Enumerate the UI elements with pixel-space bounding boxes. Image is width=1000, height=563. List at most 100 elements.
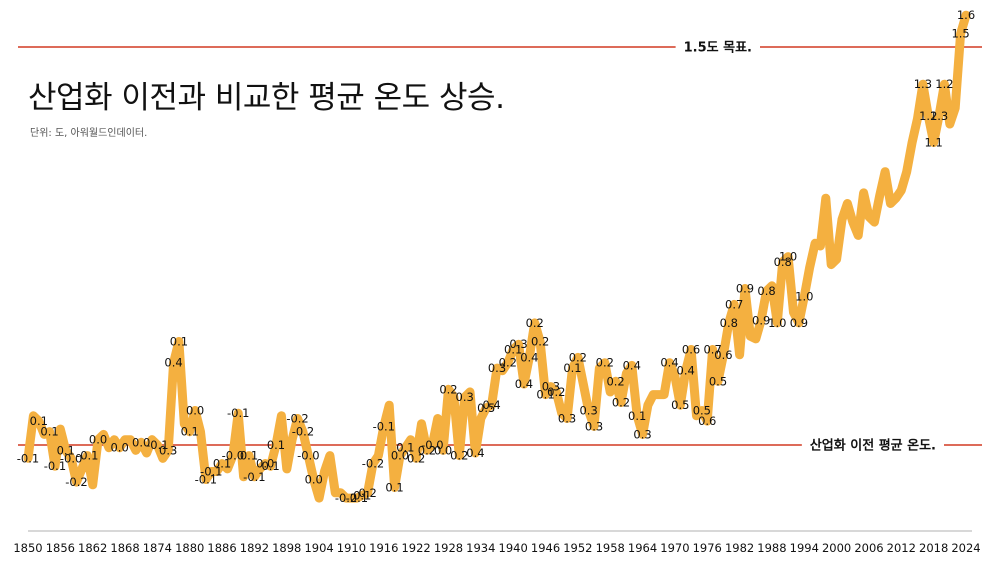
x-tick-label: 1976 xyxy=(693,541,722,555)
data-label: 0.2 xyxy=(612,396,630,410)
data-label: 0.8 xyxy=(720,316,738,330)
x-tick-label: 1916 xyxy=(369,541,398,555)
data-label: -0.1 xyxy=(227,406,249,420)
data-label: 1.3 xyxy=(914,77,932,91)
reference-label: 산업화 이전 평균 온도. xyxy=(810,438,936,454)
data-label: 0.4 xyxy=(164,356,182,370)
data-label: 0.1 xyxy=(40,425,58,439)
data-label: 1.2 xyxy=(935,77,953,91)
data-label: 0.7 xyxy=(703,342,721,356)
data-label: -0.1 xyxy=(346,491,368,505)
data-label: 0.1 xyxy=(504,342,522,356)
x-tick-label: 1868 xyxy=(110,541,139,555)
data-label: 0.9 xyxy=(752,313,770,327)
data-label: 1.1 xyxy=(925,136,943,150)
data-label: 0.1 xyxy=(267,438,285,452)
x-tick-label: 1850 xyxy=(13,541,42,555)
data-label: 0.3 xyxy=(585,419,603,433)
data-label: 0.3 xyxy=(159,443,177,457)
data-label: 0.3 xyxy=(633,427,651,441)
data-label: 1.6 xyxy=(957,8,975,22)
data-label: 0.2 xyxy=(499,356,517,370)
data-label: 0.1 xyxy=(396,441,414,455)
data-label: 0.6 xyxy=(714,348,732,362)
data-label: 0.2 xyxy=(526,316,544,330)
data-label: -0.1 xyxy=(76,449,98,463)
x-tick-label: 1880 xyxy=(175,541,204,555)
data-label: 1.3 xyxy=(930,109,948,123)
data-label: 0.3 xyxy=(488,361,506,375)
x-tick-label: 1922 xyxy=(401,541,430,555)
data-label: -0.1 xyxy=(17,451,39,465)
x-tick-label: 2018 xyxy=(919,541,948,555)
data-label: 0.2 xyxy=(596,356,614,370)
data-label: 0.1 xyxy=(30,414,48,428)
data-label: -0.2 xyxy=(292,425,314,439)
reference-label-bg xyxy=(675,38,760,57)
x-tick-label: 1892 xyxy=(240,541,269,555)
data-label: -0.1 xyxy=(195,472,217,486)
data-label: 0.1 xyxy=(240,449,258,463)
data-label: -0.2 xyxy=(65,475,87,489)
data-label: 0.2 xyxy=(606,374,624,388)
data-label: 0.8 xyxy=(757,284,775,298)
x-tick-label: 1994 xyxy=(790,541,819,555)
data-label: 0.2 xyxy=(450,449,468,463)
x-tick-label: 2012 xyxy=(887,541,916,555)
data-label: 0.9 xyxy=(790,316,808,330)
data-label: 0.2 xyxy=(547,385,565,399)
data-label: 0.0 xyxy=(132,435,150,449)
data-label: 0.3 xyxy=(509,337,527,351)
data-label: 0.2 xyxy=(439,382,457,396)
data-label: 0.7 xyxy=(725,297,743,311)
data-label: 0.1 xyxy=(57,443,75,457)
chart-title: 산업화 이전과 비교한 평균 온도 상승. xyxy=(28,80,505,116)
data-label: 0.6 xyxy=(682,342,700,356)
data-label: 0.1 xyxy=(563,361,581,375)
data-label: 0.0 xyxy=(305,472,323,486)
data-label: 0.1 xyxy=(628,409,646,423)
data-label: 0.4 xyxy=(482,398,500,412)
data-label: -0.0 xyxy=(297,449,319,463)
x-tick-label: 1934 xyxy=(466,541,495,555)
x-tick-label: 1964 xyxy=(628,541,657,555)
data-label: 0.1 xyxy=(181,425,199,439)
data-label: 0.4 xyxy=(660,356,678,370)
data-label: -0.1 xyxy=(243,470,265,484)
x-tick-label: 1904 xyxy=(304,541,333,555)
data-label: 0.0 xyxy=(89,433,107,447)
x-tick-label: 1982 xyxy=(725,541,754,555)
data-label: 0.0 xyxy=(186,404,204,418)
data-label: -0.1 xyxy=(200,465,222,479)
data-label: 0.0 xyxy=(110,441,128,455)
x-tick-label: 2000 xyxy=(822,541,851,555)
data-label: 0.5 xyxy=(693,404,711,418)
data-label: 0.1 xyxy=(170,335,188,349)
x-tick-label: 1898 xyxy=(272,541,301,555)
temperature-series-line xyxy=(23,10,971,503)
data-label: -0.2 xyxy=(362,457,384,471)
x-tick-label: 1910 xyxy=(337,541,366,555)
data-label: 0.2 xyxy=(531,335,549,349)
data-label: 0.1 xyxy=(213,457,231,471)
data-label: 0.1 xyxy=(353,488,371,502)
data-label: 0.4 xyxy=(515,377,533,391)
data-label: -0.2 xyxy=(335,491,357,505)
data-label: 1.5 xyxy=(951,27,969,41)
x-tick-label: 1946 xyxy=(531,541,560,555)
data-label: 0.2 xyxy=(358,486,376,500)
data-label: 1.0 xyxy=(768,316,786,330)
data-label: 0.2 xyxy=(407,451,425,465)
data-label: 0.2 xyxy=(418,443,436,457)
data-label: 0.3 xyxy=(456,390,474,404)
data-label: 0.3 xyxy=(558,411,576,425)
data-label: -0.1 xyxy=(373,419,395,433)
data-label: -0.0 xyxy=(60,451,82,465)
reference-label-bg xyxy=(801,436,944,454)
x-tick-label: 1862 xyxy=(78,541,107,555)
x-tick-label: 1928 xyxy=(434,541,463,555)
data-label: -0.0 xyxy=(421,438,443,452)
data-label: 0.4 xyxy=(520,350,538,364)
data-label: 0.4 xyxy=(466,446,484,460)
